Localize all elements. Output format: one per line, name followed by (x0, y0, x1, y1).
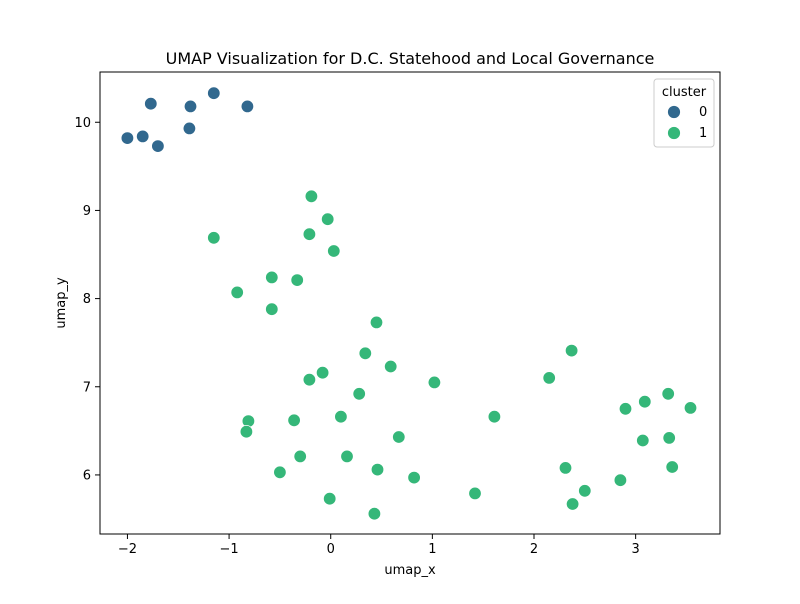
point-cluster-0-7 (240, 99, 255, 114)
point-cluster-1-20 (239, 425, 254, 439)
legend-title: cluster (662, 85, 707, 100)
point-cluster-1-22 (293, 449, 307, 464)
point-cluster-1-12 (315, 366, 330, 380)
point-cluster-1-34 (618, 402, 633, 416)
point-cluster-1-4 (327, 244, 341, 258)
point-cluster-1-6 (290, 273, 304, 287)
point-cluster-1-8 (265, 302, 279, 316)
point-cluster-1-10 (358, 346, 373, 361)
point-cluster-0-4 (183, 99, 198, 114)
point-cluster-1-26 (407, 470, 421, 485)
y-ticks: 6 7 8 9 10 (74, 116, 100, 483)
point-cluster-1-36 (636, 433, 650, 448)
point-cluster-1-15 (352, 387, 366, 401)
point-cluster-1-3 (207, 231, 221, 245)
y-tick-label-1: 7 (83, 380, 91, 395)
point-cluster-1-40 (613, 473, 628, 487)
legend-label-0: 0 (699, 105, 707, 120)
x-tick-label-1: −1 (219, 542, 238, 557)
point-cluster-1-42 (565, 497, 580, 511)
legend-label-1: 1 (699, 126, 707, 141)
y-tick-label-2: 8 (83, 292, 91, 307)
point-cluster-1-31 (542, 371, 556, 385)
point-cluster-1-23 (340, 449, 354, 464)
point-cluster-1-27 (323, 492, 337, 506)
point-cluster-1-39 (665, 460, 679, 474)
x-tick-label-4: 2 (530, 542, 538, 557)
point-cluster-1-41 (578, 484, 592, 498)
point-cluster-1-32 (661, 387, 675, 401)
legend-marker-0 (667, 105, 681, 119)
point-cluster-1-28 (468, 486, 482, 501)
y-tick-label-3: 9 (83, 204, 91, 219)
point-cluster-1-29 (367, 507, 382, 521)
point-cluster-1-13 (302, 373, 317, 387)
point-cluster-1-21 (392, 430, 406, 444)
y-tick-label-4: 10 (74, 116, 91, 131)
point-cluster-1-5 (265, 270, 279, 285)
point-cluster-1-25 (370, 462, 385, 477)
x-tick-label-2: 0 (327, 542, 335, 557)
points-layer (120, 86, 698, 521)
point-cluster-0-1 (135, 129, 150, 144)
legend: cluster 0 1 (653, 78, 715, 148)
x-axis-label: umap_x (384, 563, 436, 578)
point-cluster-1-35 (683, 401, 698, 415)
y-tick-label-0: 6 (83, 468, 91, 483)
point-cluster-1-19 (287, 413, 301, 428)
point-cluster-1-7 (230, 285, 244, 300)
point-cluster-0-0 (120, 131, 135, 145)
point-cluster-1-14 (427, 375, 442, 390)
point-cluster-1-30 (564, 343, 579, 358)
point-cluster-1-17 (487, 410, 502, 424)
point-cluster-1-24 (273, 465, 287, 480)
point-cluster-1-2 (302, 227, 317, 241)
point-cluster-1-33 (638, 395, 652, 409)
point-cluster-1-11 (384, 359, 398, 374)
point-cluster-1-38 (558, 461, 573, 475)
point-cluster-1-16 (334, 410, 348, 424)
point-cluster-1-0 (304, 189, 319, 204)
legend-marker-1 (667, 126, 681, 140)
y-axis-label: umap_y (54, 277, 69, 329)
point-cluster-0-6 (207, 86, 221, 100)
point-cluster-1-9 (369, 315, 384, 330)
x-ticks: −2 −1 0 1 2 3 (118, 534, 640, 557)
point-cluster-0-5 (182, 121, 197, 136)
point-cluster-1-1 (321, 212, 335, 226)
point-cluster-0-2 (144, 96, 158, 111)
point-cluster-1-37 (662, 431, 676, 445)
point-cluster-0-3 (151, 139, 165, 153)
chart-title: UMAP Visualization for D.C. Statehood an… (166, 49, 655, 68)
plot-frame (99, 71, 721, 535)
x-tick-label-3: 1 (428, 542, 436, 557)
x-tick-label-5: 3 (631, 542, 639, 557)
x-tick-label-0: −2 (118, 542, 137, 557)
